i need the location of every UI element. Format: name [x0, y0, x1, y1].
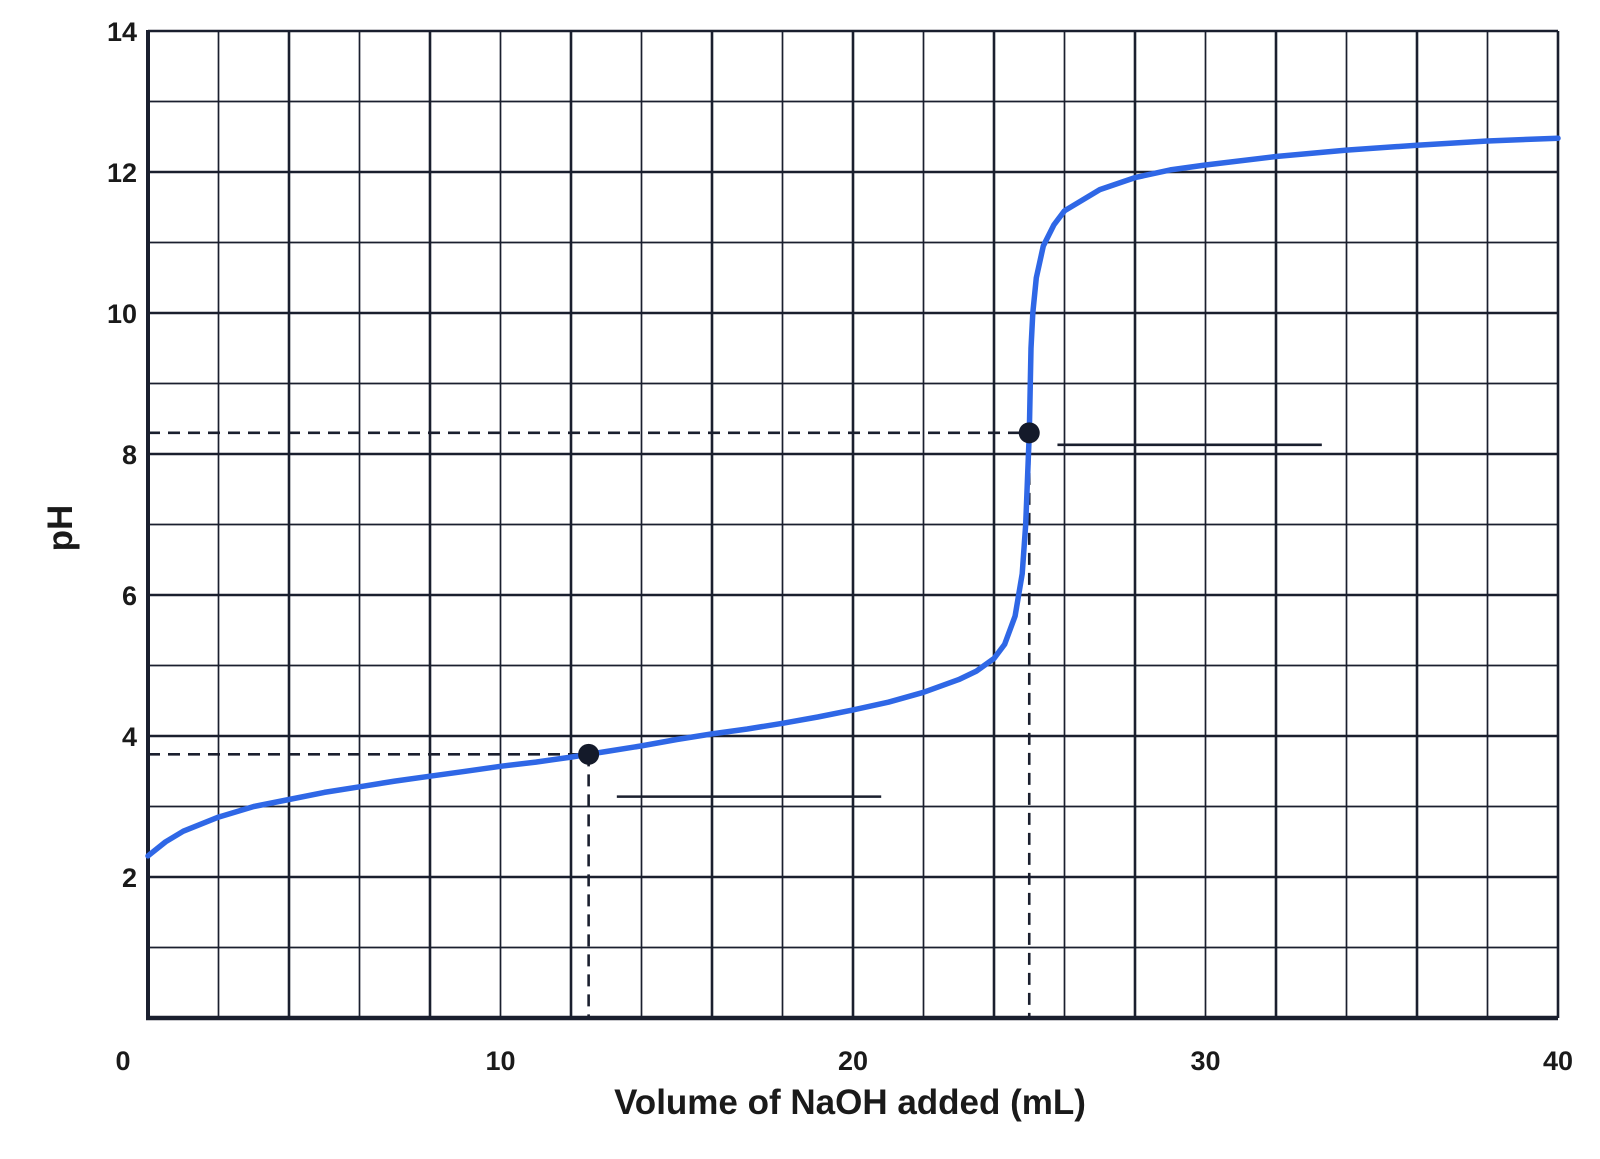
y-tick-label: 10 [107, 299, 137, 329]
x-tick-label: 30 [1190, 1046, 1220, 1076]
y-tick-label: 14 [107, 17, 137, 47]
x-tick-label: 20 [838, 1046, 868, 1076]
x-axis-title: Volume of NaOH added (mL) [614, 1083, 1086, 1122]
answer-blank-lines [616, 443, 1322, 798]
marker-layer [578, 422, 1040, 765]
half-equivalence-point-marker [578, 743, 600, 765]
x-tick-labels: 0 10 20 30 40 [115, 1046, 1573, 1076]
y-tick-label: 8 [122, 440, 137, 470]
titration-curve [145, 135, 1561, 859]
y-tick-label: 6 [122, 581, 137, 611]
y-tick-label: 12 [107, 158, 137, 188]
y-tick-label: 4 [122, 722, 137, 752]
y-axis-title: pH [41, 505, 80, 552]
dashed-guide-lines [148, 431, 1031, 1018]
equivalence-point-marker [1018, 422, 1040, 444]
x-tick-label: 10 [485, 1046, 515, 1076]
series-layer [145, 135, 1561, 859]
y-tick-label: 2 [122, 863, 137, 893]
y-tick-labels: 2 4 6 8 10 12 14 [107, 17, 137, 893]
major-gridlines [148, 29, 1560, 1018]
x-tick-label: 40 [1543, 1046, 1573, 1076]
x-tick-label: 0 [115, 1046, 130, 1076]
